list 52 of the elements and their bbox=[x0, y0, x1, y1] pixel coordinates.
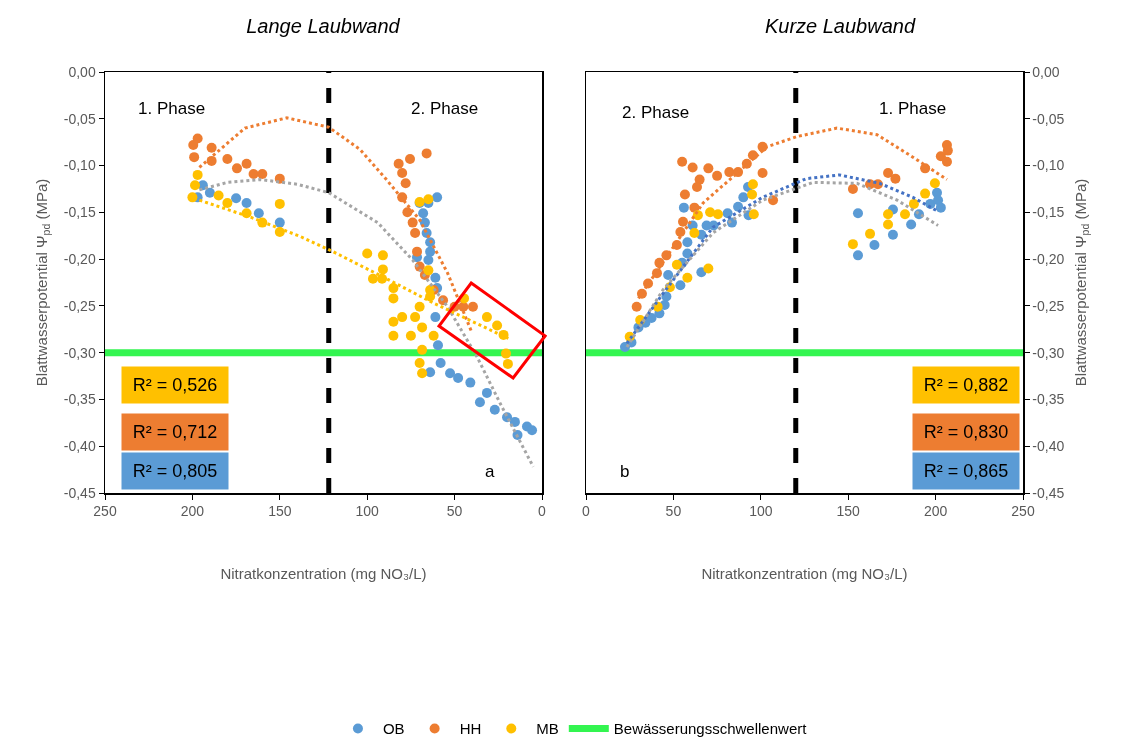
x-tick-label: 150 bbox=[268, 503, 292, 520]
x-axis-title: Nitratkonzentration (mg NO₃/L) bbox=[701, 565, 908, 583]
x-tick-label: 50 bbox=[665, 503, 682, 520]
x-tick-label: 0 bbox=[538, 503, 547, 520]
y-tick-label: -0,05 bbox=[1032, 110, 1065, 127]
x-tick-label: 100 bbox=[749, 503, 773, 520]
x-tick-label: 0 bbox=[582, 503, 591, 520]
legend-label: OB bbox=[382, 720, 405, 738]
chart-title: Lange Laubwand bbox=[246, 15, 401, 37]
y-tick-label: -0,15 bbox=[63, 204, 96, 221]
x-tick-label: 250 bbox=[1011, 503, 1035, 520]
x-tick-label: 200 bbox=[180, 503, 205, 520]
x-tick-label: 250 bbox=[93, 503, 117, 520]
annotation: 1. Phase bbox=[138, 99, 206, 118]
y-tick-label: -0,25 bbox=[1032, 297, 1065, 314]
y-tick-label: -0,05 bbox=[63, 110, 96, 127]
x-tick-label: 200 bbox=[923, 503, 948, 520]
y-tick-label: 0,00 bbox=[1032, 63, 1060, 80]
annotation: 2. Phase bbox=[411, 99, 479, 118]
x-tick-label: 50 bbox=[446, 503, 463, 520]
legend-label: MB bbox=[536, 720, 559, 738]
legend-label: Bewässerungsschwellenwert bbox=[613, 720, 808, 738]
y-tick-label: -0,30 bbox=[1032, 344, 1065, 361]
annotation: R² = 0,865 bbox=[923, 461, 1009, 481]
annotation: R² = 0,526 bbox=[132, 375, 218, 395]
y-tick-label: -0,40 bbox=[63, 438, 96, 455]
y-tick-label: -0,10 bbox=[63, 157, 96, 174]
annotation: R² = 0,805 bbox=[132, 461, 218, 481]
legend-label: HH bbox=[459, 720, 482, 738]
annotation: 1. Phase bbox=[879, 99, 947, 118]
annotation: b bbox=[620, 462, 630, 481]
y-tick-label: -0,35 bbox=[1032, 391, 1065, 408]
y-tick-label: -0,20 bbox=[1032, 251, 1065, 268]
y-tick-label: -0,10 bbox=[1032, 157, 1065, 174]
y-tick-label: -0,35 bbox=[63, 391, 96, 408]
annotation: a bbox=[485, 462, 495, 481]
y-tick-label: -0,45 bbox=[63, 484, 96, 501]
y-tick-label: -0,20 bbox=[63, 251, 96, 268]
y-tick-label: -0,45 bbox=[1032, 484, 1065, 501]
y-tick-label: -0,15 bbox=[1032, 204, 1065, 221]
x-tick-label: 100 bbox=[355, 503, 380, 520]
y-tick-label: -0,25 bbox=[63, 297, 96, 314]
x-tick-label: 150 bbox=[836, 503, 861, 520]
x-axis-title: Nitratkonzentration (mg NO₃/L) bbox=[220, 565, 427, 583]
annotation: R² = 0,712 bbox=[132, 422, 218, 442]
annotation: R² = 0,882 bbox=[923, 375, 1009, 395]
y-tick-label: -0,30 bbox=[63, 344, 96, 361]
y-tick-label: -0,40 bbox=[1032, 438, 1065, 455]
annotation: 2. Phase bbox=[622, 103, 690, 122]
annotation: R² = 0,830 bbox=[923, 422, 1009, 442]
chart-title: Kurze Laubwand bbox=[764, 15, 916, 37]
y-tick-label: 0,00 bbox=[68, 63, 96, 80]
